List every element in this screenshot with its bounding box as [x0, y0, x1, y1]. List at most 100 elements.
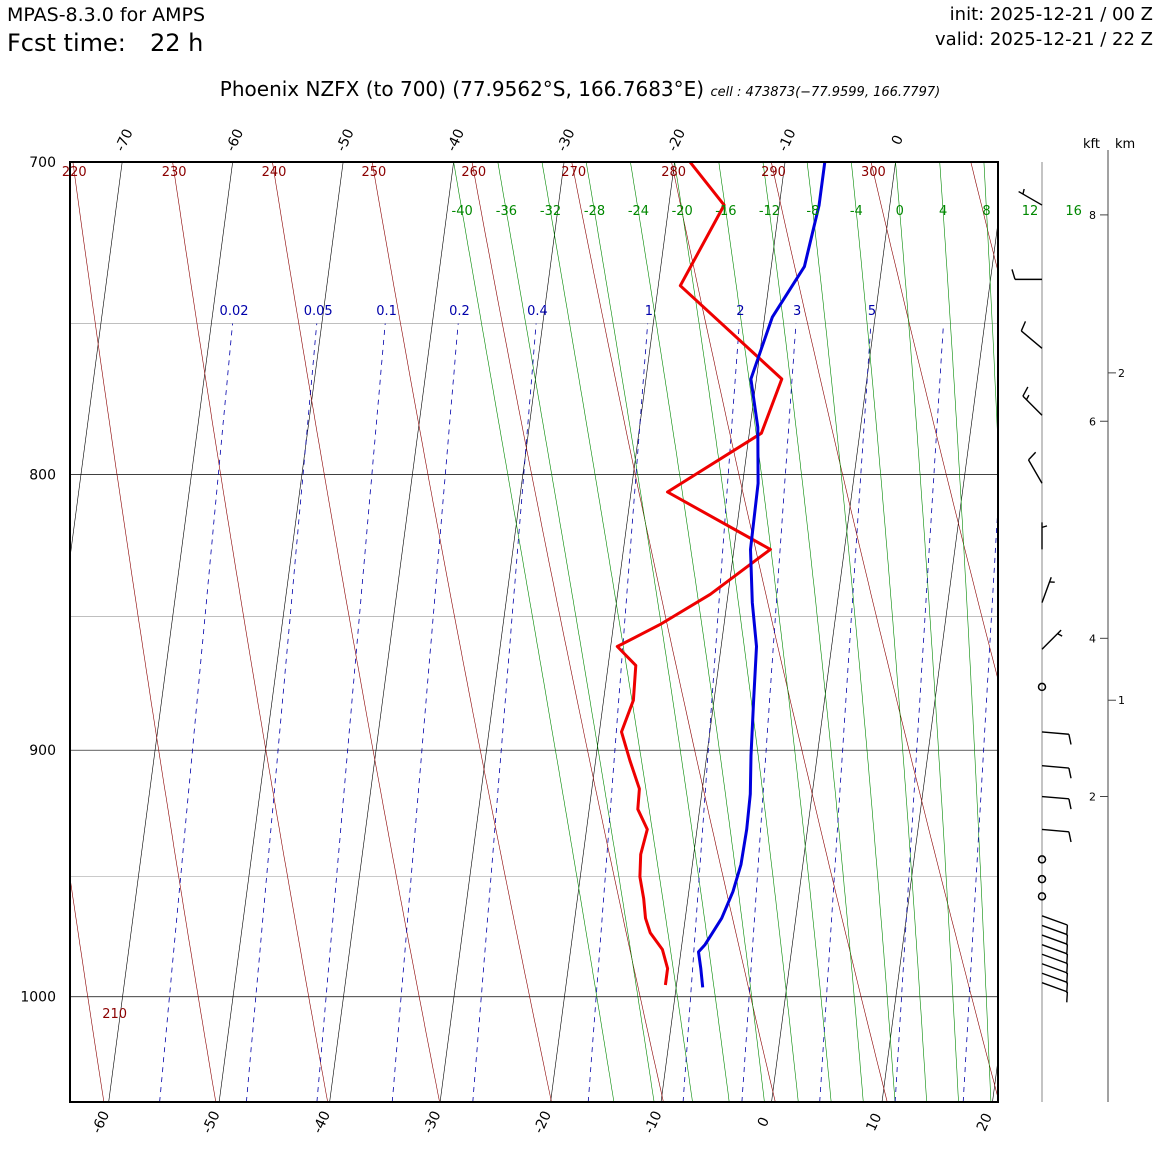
dewpoint-profile [697, 162, 827, 988]
barb-flag-half [1022, 188, 1025, 195]
isotherm-line [1103, 162, 1160, 1102]
isotherm-top-label: -50 [333, 127, 357, 154]
mixing-ratio-line [894, 323, 944, 1102]
moist-adiabat-line [453, 162, 615, 1102]
barb-shaft [1041, 963, 1068, 974]
isotherm-top-label: 0 [889, 133, 907, 148]
moist-adiabat-line [983, 162, 998, 452]
moist-adiabat-label: -24 [628, 204, 649, 219]
barb-shaft [1041, 765, 1069, 769]
isotherm-top-label: -10 [775, 127, 799, 154]
chart-title: Phoenix NZFX (to 700) (77.9562°S, 166.76… [0, 77, 1160, 101]
dry-adiabat-label: 230 [162, 165, 187, 180]
isotherm-top-label: -60 [223, 127, 247, 154]
mixing-ratio-line [246, 323, 318, 1102]
barb-flag-full [1020, 321, 1027, 332]
mixing-ratio-label: 0.1 [376, 304, 397, 319]
wind-barbs [1011, 162, 1072, 1102]
dry-adiabat-label: 280 [661, 165, 686, 180]
height-axes: kft km 8 6 4 2 2 1 [1083, 137, 1135, 1102]
init-time: init: 2025-12-21 / 00 Z [949, 4, 1153, 25]
dry-adiabat-label: 210 [102, 1007, 127, 1022]
dry-adiabat-line [671, 162, 888, 1102]
temperature-tick-label: -30 [420, 1109, 444, 1136]
plot-border [69, 161, 999, 1103]
dry-adiabat-line [172, 162, 328, 1102]
moist-adiabat-line [851, 162, 927, 1102]
pressure-tick-label: 700 [29, 155, 56, 171]
wind-barb [1027, 451, 1043, 484]
kft-axis-title: kft [1083, 137, 1100, 152]
wind-barb [1041, 731, 1072, 745]
barb-flag-full [1068, 767, 1072, 779]
moist-adiabat-line [806, 162, 896, 1102]
isotherm-line [550, 162, 675, 1102]
barb-shaft [1027, 459, 1043, 484]
moist-adiabat-line [541, 162, 693, 1102]
barb-flag-full [1066, 934, 1069, 946]
mixing-ratio-line [472, 323, 537, 1102]
moist-adiabat-label: -12 [759, 204, 780, 219]
moist-adiabat-label: -20 [672, 204, 693, 219]
isotherm-line [70, 162, 123, 560]
moist-adiabat-line [585, 162, 730, 1102]
mixing-ratio-line [391, 323, 459, 1102]
barb-shaft [1041, 828, 1069, 833]
temperature-tick-label: -60 [89, 1109, 113, 1136]
barb-shaft [1041, 731, 1069, 735]
dry-adiabat-line [70, 875, 105, 1102]
km-tick-label: 1 [1118, 694, 1125, 707]
barb-shaft [1041, 924, 1068, 936]
moist-adiabat-line [1028, 162, 1058, 1102]
cell-info: cell : 473873(−77.9599, 166.7797) [710, 85, 941, 100]
mixing-ratio-line [682, 323, 740, 1102]
dry-adiabat-line [771, 162, 998, 1100]
barb-shaft [1020, 330, 1043, 349]
wind-barb [1041, 915, 1069, 936]
wind-barb [1011, 269, 1042, 281]
dry-adiabat-line [1071, 162, 1160, 1102]
mixing-ratio-line [962, 499, 998, 1102]
barb-flag-full [1066, 924, 1069, 936]
mixing-ratio-line [316, 323, 386, 1102]
isotherm-top-label: -40 [444, 127, 468, 154]
moist-adiabat-label: -40 [452, 204, 473, 219]
isotherm-top-label: -30 [554, 127, 578, 154]
mixing-ratio-label: 1 [645, 304, 653, 319]
moist-adiabat-label: 16 [1065, 204, 1082, 219]
kft-tick-label: 6 [1089, 415, 1096, 428]
dry-adiabat-label: 270 [561, 165, 586, 180]
temperature-tick-label: 20 [974, 1111, 996, 1134]
barb-shaft [1041, 944, 1068, 955]
wind-barb [1041, 629, 1063, 650]
plot-frame [69, 161, 999, 1103]
barb-shaft [1041, 953, 1068, 965]
mixing-ratio-line [159, 323, 233, 1102]
moist-adiabat-label: -16 [715, 204, 736, 219]
moist-adiabat-line [939, 162, 992, 1102]
mixing-ratio-label: 2 [736, 304, 744, 319]
barb-shaft [1041, 934, 1068, 945]
wind-barb [1018, 188, 1043, 206]
barb-shaft [1041, 576, 1052, 603]
mixing-ratio-label: 0.05 [304, 304, 333, 319]
dry-adiabat-label: 240 [262, 165, 287, 180]
km-axis-title: km [1115, 137, 1135, 152]
temperature-tick-label: 10 [863, 1111, 885, 1134]
wind-barb [1041, 522, 1048, 550]
isotherm-line [992, 1057, 998, 1102]
isotherm-line [439, 162, 565, 1102]
barb-flag-full [1027, 451, 1037, 461]
dry-adiabat-label: 260 [461, 165, 486, 180]
pressure-tick-label: 900 [29, 743, 56, 759]
dry-adiabat-line [371, 162, 552, 1102]
barb-shaft [1041, 795, 1069, 800]
calm-wind-marker [1037, 874, 1047, 884]
mixing-ratio-line [819, 323, 872, 1102]
wind-barb [1041, 795, 1072, 810]
barb-flag-full [1068, 831, 1072, 843]
dry-adiabat-line [72, 162, 217, 1102]
pressure-tick-label: 800 [29, 468, 56, 484]
valid-time: valid: 2025-12-21 / 22 Z [935, 29, 1153, 50]
